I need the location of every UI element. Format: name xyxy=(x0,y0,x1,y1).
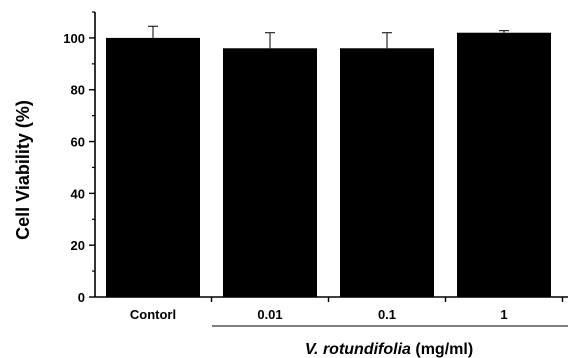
group-label-italic: V. rotundifolia xyxy=(305,341,411,358)
group-label: V. rotundifolia (mg/ml) xyxy=(305,341,473,358)
y-axis-label: Cell Viability (%) xyxy=(13,100,33,240)
y-ticks-group: 0 20 40 60 80 100 xyxy=(63,11,95,305)
bar xyxy=(340,48,434,297)
bars-group xyxy=(106,32,551,298)
y-tick-label: 20 xyxy=(71,238,85,253)
y-tick-label: 100 xyxy=(63,31,85,46)
x-ticks-group: Contorl 0.01 0.1 1 xyxy=(130,297,564,322)
y-tick-label: 0 xyxy=(78,290,85,305)
bar xyxy=(457,32,551,298)
group-label-unit: (mg/ml) xyxy=(411,341,473,358)
x-tick-label: 0.1 xyxy=(378,307,396,322)
y-tick-label: 80 xyxy=(71,83,85,98)
error-bars-group xyxy=(148,25,509,49)
x-tick-label: 1 xyxy=(500,307,507,322)
bar xyxy=(106,37,200,298)
x-tick-label: Contorl xyxy=(130,307,176,322)
x-tick-label: 0.01 xyxy=(257,307,282,322)
y-tick-label: 40 xyxy=(71,186,85,201)
y-tick-label: 60 xyxy=(71,135,85,150)
bar xyxy=(223,48,317,297)
